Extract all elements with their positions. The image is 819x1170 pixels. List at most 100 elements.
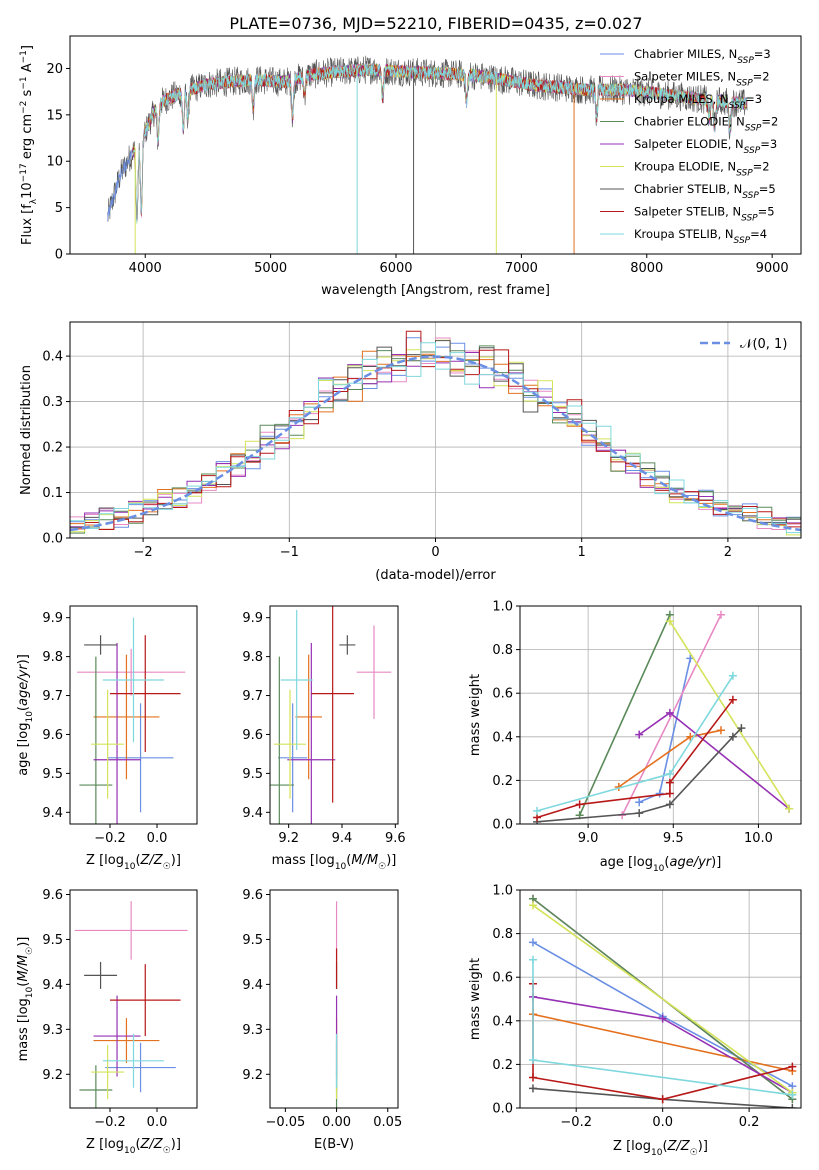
panel-mass_vs_ebv: −0.05 0.00 0.05 9.2 9.3 9.4 9.5 9.6 E(B-V) <box>242 888 402 1152</box>
weight-marker <box>785 804 794 813</box>
x-tick-label: 9.2 <box>278 831 299 846</box>
x-tick-label: −0.2 <box>560 1115 592 1130</box>
weight-line <box>578 614 671 816</box>
weight-marker <box>533 806 542 815</box>
errorbar-point <box>79 1065 113 1108</box>
y-tick-label: 9.3 <box>242 1023 263 1038</box>
label-part: =5 <box>758 205 775 219</box>
panel-residuals: −2 −1 0 1 2 0.0 0.1 0.2 0.3 0.4 𝒩(0, 1) (data-model… <box>19 321 802 583</box>
panel-mass_vs_age: 9.2 9.4 9.6 9.4 9.5 9.6 9.7 9.8 9.9 mass [log10(M… <box>242 605 406 872</box>
label-part: =2 <box>753 70 770 84</box>
weight-series <box>575 610 674 820</box>
x-tick-label: −0.2 <box>94 1115 126 1130</box>
plot-area <box>528 894 797 1108</box>
weight-marker <box>665 769 674 778</box>
errorbar-point <box>274 689 306 799</box>
x-axis-label: age [log10(age/yr)] <box>600 855 722 874</box>
x-tick-label: −1 <box>280 545 299 560</box>
label-part: 10 <box>20 182 35 199</box>
label-part: age/yr <box>669 855 712 870</box>
x-tick-label: 10.0 <box>744 831 773 846</box>
label-part: SSP <box>745 124 762 134</box>
x-tick-label: 4000 <box>129 261 162 276</box>
x-axis-label: Z [log10(Z/Z☉)] <box>86 853 181 872</box>
weight-series <box>528 955 797 1099</box>
label-part: Z/Z <box>667 1139 691 1154</box>
x-axis-label: Z [log10(Z/Z☉)] <box>86 1137 181 1156</box>
panel-weight_vs_Z: −0.2 0.0 0.2 0.0 0.2 0.4 0.6 0.8 1.0 Z [log10(Z/Z… <box>468 884 802 1158</box>
errorbar-point <box>91 1045 125 1100</box>
label-part: 10 <box>124 1146 136 1156</box>
errorbar-point <box>84 961 118 989</box>
y-axis-label: mass weight <box>468 674 483 756</box>
y-tick-label: 9.6 <box>242 728 263 743</box>
figure-title: PLATE=0736, MJD=52210, FIBERID=0435, z=0… <box>229 14 642 33</box>
errorbar-point <box>93 995 141 1077</box>
y-tick-label: 0.2 <box>492 774 513 789</box>
weight-marker <box>635 809 644 818</box>
legend-entry: Chabrier ELODIE, NSSP=2 <box>634 115 778 134</box>
axes-frame <box>69 35 802 255</box>
weight-marker <box>655 789 664 798</box>
x-tick-label: −0.2 <box>94 831 126 846</box>
label-part: =2 <box>753 160 770 174</box>
label-part: Kroupa MILES, N <box>634 92 729 106</box>
label-part: age/yr <box>16 663 31 706</box>
label-part: Kroupa ELODIE, N <box>634 160 736 174</box>
panel-age_vs_Z: −0.2 0.09.49.59.69.79.89.9Z [log10(Z/Z☉)]… <box>16 605 198 872</box>
axes-frame <box>69 889 198 1109</box>
label-part: age [log <box>600 855 653 870</box>
x-tick-label: −2 <box>134 545 153 560</box>
errorbar-point <box>79 656 113 824</box>
x-axis-label: E(B-V) <box>314 1137 354 1152</box>
label-part: ( <box>16 706 31 711</box>
label-part: −1 <box>19 76 29 89</box>
panel-mass_vs_Z: −0.2 0.09.29.39.49.59.6Z [log10(Z/Z☉)]mas… <box>16 888 198 1156</box>
axes-frame <box>519 889 802 1109</box>
errorbar-point <box>287 642 336 824</box>
y-tick-label: 9.6 <box>42 728 63 743</box>
label-part: ( <box>662 1139 667 1154</box>
legend-entry: Kroupa ELODIE, NSSP=2 <box>634 160 770 179</box>
label-part: 10 <box>335 862 347 872</box>
y-axis-label: age [log10(age/yr)] <box>16 654 35 776</box>
normal-curve <box>70 355 801 532</box>
x-tick-label: 9.0 <box>578 831 599 846</box>
axes-frame <box>519 605 802 825</box>
weight-series <box>533 695 737 822</box>
y-tick-label: 9.6 <box>242 888 263 903</box>
y-tick-label: 5 <box>55 201 63 216</box>
label-part: =2 <box>761 115 778 129</box>
label-part: 10 <box>25 986 35 998</box>
weight-marker <box>788 1062 797 1071</box>
label-part: ( <box>664 855 669 870</box>
label-part: Z/Z <box>140 853 164 868</box>
x-tick-label: 5000 <box>254 261 287 276</box>
label-part: λ <box>29 198 39 204</box>
x-tick-label: 0.05 <box>373 1115 402 1130</box>
weight-marker <box>665 708 674 717</box>
label-part: 10 <box>124 862 136 872</box>
plot-area <box>533 610 794 824</box>
errorbar-point <box>105 1042 176 1093</box>
y-tick-label: 0.0 <box>492 818 513 833</box>
legend-entry: Chabrier MILES, NSSP=3 <box>634 47 771 66</box>
legend-entry: Kroupa STELIB, NSSP=4 <box>634 227 767 246</box>
errorbar-point <box>109 964 181 1037</box>
y-tick-label: 0.4 <box>492 730 513 745</box>
weight-marker <box>528 901 537 910</box>
weight-line <box>669 620 790 810</box>
label-part: SSP <box>736 79 753 89</box>
weight-series <box>635 654 695 807</box>
weight-marker <box>728 671 737 680</box>
label-part: )] <box>16 654 31 664</box>
x-tick-label: 9.6 <box>385 831 406 846</box>
errorbar-point <box>93 654 160 780</box>
label-part: 10 <box>651 1148 663 1158</box>
weight-marker <box>716 610 725 619</box>
weight-series <box>533 671 737 815</box>
y-tick-label: 1.0 <box>492 600 513 615</box>
legend-entry: Salpeter ELODIE, NSSP=3 <box>634 137 777 156</box>
label-part: SSP <box>734 236 751 246</box>
weight-marker <box>737 724 746 733</box>
